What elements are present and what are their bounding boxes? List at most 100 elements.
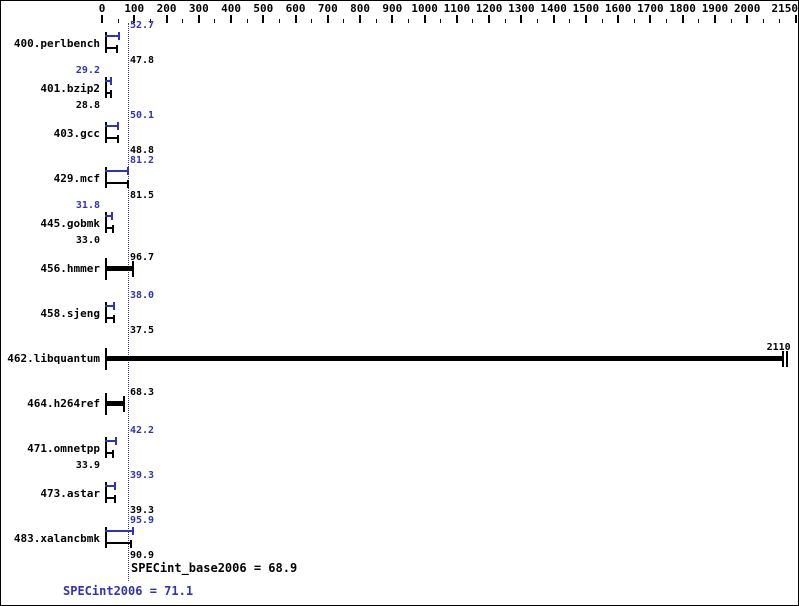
axis-minor-tick xyxy=(375,19,377,23)
bar-end-tick xyxy=(785,351,788,367)
axis-tick-label: 1900 xyxy=(701,2,729,15)
axis-tick-label: 1600 xyxy=(604,2,632,15)
axis-major-tick xyxy=(520,15,523,23)
axis-minor-tick xyxy=(666,19,668,23)
axis-minor-tick xyxy=(343,19,345,23)
axis-tick-label: 500 xyxy=(253,2,274,15)
bar-start-bracket xyxy=(105,32,107,53)
axis-major-tick xyxy=(262,15,265,23)
axis-tick-label: 1200 xyxy=(475,2,503,15)
bar-value-label: 37.5 xyxy=(130,325,155,336)
axis-major-tick xyxy=(713,15,716,23)
specint2006-summary: SPECint2006 = 71.1 xyxy=(63,584,194,598)
bar-value-label: 33.9 xyxy=(75,460,100,471)
base-bar xyxy=(105,497,115,499)
bar-start-bracket xyxy=(105,212,107,233)
bar-end-tick xyxy=(781,351,784,367)
base-end-tick xyxy=(111,450,114,458)
axis-major-tick xyxy=(681,15,684,23)
axis-minor-tick xyxy=(504,19,506,23)
axis-tick-label: 1300 xyxy=(508,2,535,15)
axis-tick-label: 1400 xyxy=(540,2,567,15)
benchmark-label: 401.bzip2 xyxy=(40,82,100,95)
benchmark-label: 403.gcc xyxy=(53,127,100,140)
axis-minor-tick xyxy=(278,19,280,23)
axis-minor-tick xyxy=(214,19,216,23)
axis-major-tick xyxy=(794,15,797,23)
base-bar xyxy=(105,266,134,271)
axis-tick-label: 1800 xyxy=(669,2,696,15)
benchmark-label: 400.perlbench xyxy=(13,37,100,50)
benchmark-label: 456.hmmer xyxy=(40,262,100,275)
base-bar xyxy=(105,317,115,319)
bar-value-label: 81.5 xyxy=(130,190,155,201)
base-end-tick xyxy=(111,225,114,233)
peak-end-tick xyxy=(111,212,114,220)
peak-bar xyxy=(105,170,129,172)
x-axis: 0 100 200 300 400 500 600 700 800 900 1000 1100 1200… xyxy=(1,1,798,25)
axis-minor-tick xyxy=(537,19,538,23)
peak-end-tick xyxy=(131,527,134,535)
benchmark-label: 471.omnetpp xyxy=(27,442,100,455)
peak-end-tick xyxy=(118,32,120,40)
base-end-tick xyxy=(110,90,113,98)
peak-end-tick xyxy=(127,167,130,175)
axis-minor-tick xyxy=(117,19,119,23)
axis-minor-tick xyxy=(472,19,474,23)
base-bar xyxy=(105,401,125,406)
axis-tick-label: 1700 xyxy=(637,2,664,15)
axis-minor-tick xyxy=(182,19,184,23)
axis-major-tick xyxy=(359,15,362,23)
base-bar xyxy=(105,137,118,139)
axis-major-tick xyxy=(488,15,491,23)
axis-major-tick xyxy=(455,15,458,23)
bar-start-bracket xyxy=(105,77,107,98)
axis-tick-label: 1000 xyxy=(411,2,438,15)
base-end-tick xyxy=(127,180,130,188)
bar-value-label: 47.8 xyxy=(130,55,155,66)
bar-start-bracket xyxy=(105,527,107,548)
axis-major-tick xyxy=(423,15,426,23)
axis-tick-label: 200 xyxy=(156,2,177,15)
axis-major-tick xyxy=(197,15,200,23)
axis-minor-tick xyxy=(778,19,780,23)
bar-value-label: 2110 xyxy=(766,342,791,353)
axis-tick-label: 1100 xyxy=(443,2,471,15)
peak-end-tick xyxy=(113,302,116,310)
bar-value-label: 33.0 xyxy=(75,235,100,246)
bar-start-bracket xyxy=(105,482,107,503)
peak-bar xyxy=(105,485,115,487)
peak-bar xyxy=(105,35,119,37)
axis-tick-label: 700 xyxy=(317,2,338,15)
axis-major-tick xyxy=(230,15,233,23)
base-bar xyxy=(105,47,118,49)
bar-value-label: 50.1 xyxy=(130,110,155,121)
base-bar xyxy=(105,227,113,229)
axis-tick-label: 2000 xyxy=(733,2,761,15)
peak-end-tick xyxy=(117,122,120,130)
bar-value-label: 42.2 xyxy=(130,425,155,436)
axis-minor-tick xyxy=(149,19,151,23)
axis-major-tick xyxy=(101,15,103,23)
bar-start-bracket xyxy=(105,302,107,323)
base-end-tick xyxy=(113,495,116,503)
axis-tick-label: 400 xyxy=(221,2,241,15)
bar-value-label: 38.0 xyxy=(130,290,155,301)
bar-start-bracket xyxy=(105,437,107,458)
base-bar xyxy=(105,182,129,184)
benchmark-label: 458.sjeng xyxy=(40,307,100,320)
axis-minor-tick xyxy=(762,19,764,23)
peak-end-tick xyxy=(114,437,117,445)
bar-value-label: 28.8 xyxy=(75,100,100,111)
bar-value-label: 90.9 xyxy=(130,550,155,561)
axis-major-tick xyxy=(552,15,555,23)
axis-major-tick xyxy=(649,15,652,23)
bar-value-label: 96.7 xyxy=(130,252,155,263)
axis-tick-label: 100 xyxy=(124,2,145,15)
axis-tick-label: 300 xyxy=(188,2,209,15)
axis-tick-label: 900 xyxy=(382,2,403,15)
bar-value-label: 95.9 xyxy=(130,515,155,526)
base-end-tick xyxy=(113,315,116,323)
bar-value-label: 68.3 xyxy=(130,387,155,398)
bar-value-label: 52.7 xyxy=(130,20,155,31)
